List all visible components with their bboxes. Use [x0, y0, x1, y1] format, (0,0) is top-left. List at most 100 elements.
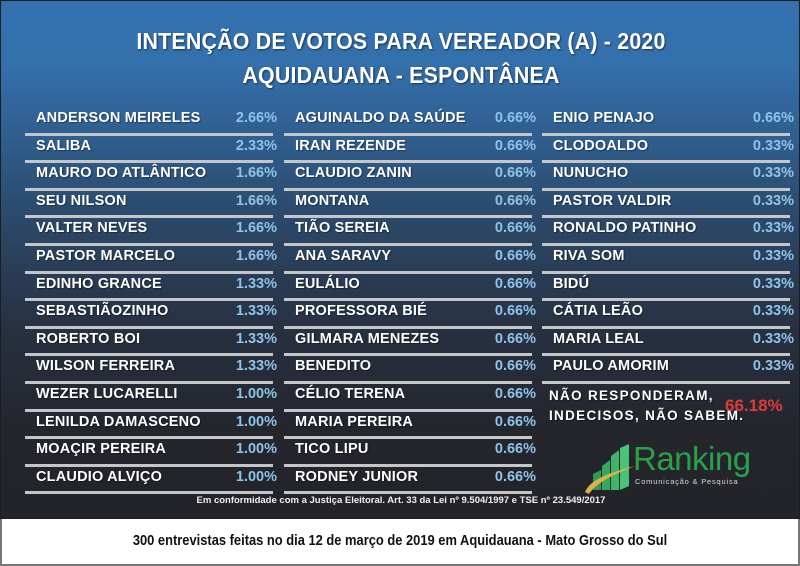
candidate-name: MARIA PEREIRA	[295, 413, 414, 430]
candidate-row: TICO LIPU 0.66%	[284, 439, 536, 467]
candidate-name: EDINHO GRANCE	[36, 275, 162, 292]
candidate-percent: 0.66%	[494, 110, 536, 126]
candidate-row: SEU NILSON 1.66%	[25, 191, 277, 219]
candidate-percent: 0.33%	[752, 330, 794, 347]
candidate-name: MOAÇIR PEREIRA	[36, 441, 167, 458]
legal-note: Em conformidade com a Justiça Eleitoral.…	[196, 495, 606, 506]
candidate-name: MARIA LEAL	[553, 330, 644, 347]
candidate-percent: 2.66%	[235, 110, 277, 126]
candidate-row: CLODOALDO 0.33%	[542, 136, 794, 164]
candidate-percent: 0.66%	[494, 247, 536, 264]
candidate-name: GILMARA MENEZES	[295, 330, 440, 347]
candidate-name: EULÁLIO	[295, 275, 361, 292]
ranking-logo: Ranking Comunicação & Pesquisa	[583, 440, 753, 494]
candidate-name: ROBERTO BOI	[36, 330, 141, 347]
poll-poster: INTENÇÃO DE VOTOS PARA VEREADOR (A) - 20…	[0, 0, 800, 519]
undecided-label: NÃO RESPONDERAM, INDECISOS, NÃO SABEM.	[549, 386, 744, 426]
candidate-percent: 1.33%	[235, 358, 277, 375]
candidate-name: MAURO DO ATLÂNTICO	[36, 165, 207, 182]
candidate-row: MARIA LEAL 0.33%	[542, 329, 794, 357]
candidates-column-3: ENIO PENAJO 0.66% CLODOALDO 0.33% NUNUCHO 0.3…	[542, 108, 794, 384]
candidate-row: ENIO PENAJO 0.66%	[542, 108, 794, 136]
candidate-row: BENEDITO 0.66%	[284, 356, 536, 384]
candidate-row: MOAÇIR PEREIRA 1.00%	[25, 439, 277, 467]
candidate-name: PASTOR VALDIR	[553, 192, 672, 209]
logo-brand-text: Ranking	[633, 440, 751, 477]
candidate-row: WILSON FERREIRA 1.33%	[25, 356, 277, 384]
candidate-row: CÉLIO TERENA 0.66%	[284, 384, 536, 412]
candidate-row: PASTOR VALDIR 0.33%	[542, 191, 794, 219]
candidate-row: ANDERSON MEIRELES 2.66%	[25, 108, 277, 136]
candidate-name: PAULO AMORIM	[553, 358, 669, 375]
candidate-percent: 1.66%	[235, 247, 277, 264]
candidate-row: ROBERTO BOI 1.33%	[25, 329, 277, 357]
candidate-percent: 0.66%	[494, 220, 536, 237]
candidate-name: BENEDITO	[295, 358, 372, 375]
candidate-name: TIÃO SEREIA	[295, 220, 390, 237]
candidate-name: RONALDO PATINHO	[553, 220, 697, 237]
candidate-percent: 0.66%	[494, 137, 536, 154]
candidate-percent: 0.66%	[494, 330, 536, 347]
candidate-row: SEBASTIÃOZINHO 1.33%	[25, 301, 277, 329]
candidate-name: AGUINALDO DA SAÚDE	[295, 110, 466, 126]
candidate-percent: 0.33%	[752, 192, 794, 209]
candidate-percent: 1.00%	[235, 413, 277, 430]
candidate-percent: 0.66%	[494, 468, 536, 485]
candidate-row: CLAUDIO ZANIN 0.66%	[284, 163, 536, 191]
candidate-name: VALTER NEVES	[36, 220, 148, 237]
candidate-row: PAULO AMORIM 0.33%	[542, 356, 794, 384]
candidates-column-1: ANDERSON MEIRELES 2.66% SALIBA 2.33% MAURO D…	[25, 108, 277, 495]
candidate-row: MARIA PEREIRA 0.66%	[284, 412, 536, 440]
candidate-percent: 1.33%	[235, 275, 277, 292]
candidate-percent: 0.66%	[494, 165, 536, 182]
candidate-name: CLODOALDO	[553, 137, 649, 154]
candidate-name: CÉLIO TERENA	[295, 385, 406, 402]
candidate-percent: 1.00%	[235, 468, 277, 485]
candidate-percent: 1.33%	[235, 330, 277, 347]
candidate-name: RIVA SOM	[553, 247, 625, 264]
candidate-percent: 0.33%	[752, 303, 794, 320]
candidate-row: RODNEY JUNIOR 0.66%	[284, 467, 536, 495]
candidate-name: IRAN REZENDE	[295, 137, 407, 154]
logo-tagline: Comunicação & Pesquisa	[635, 477, 739, 486]
candidate-name: ANDERSON MEIRELES	[36, 110, 201, 126]
candidate-percent: 2.33%	[235, 137, 277, 154]
candidate-percent: 1.66%	[235, 192, 277, 209]
candidate-percent: 0.33%	[752, 137, 794, 154]
candidate-name: CLAUDIO ALVIÇO	[36, 468, 163, 485]
candidate-row: TIÃO SEREIA 0.66%	[284, 218, 536, 246]
title-line-2: AQUIDAUANA - ESPONTÂNEA	[242, 62, 560, 88]
candidate-name: PASTOR MARCELO	[36, 247, 176, 264]
candidate-row: GILMARA MENEZES 0.66%	[284, 329, 536, 357]
candidate-percent: 1.33%	[235, 303, 277, 320]
candidate-percent: 0.33%	[752, 165, 794, 182]
candidate-name: SEBASTIÃOZINHO	[36, 303, 169, 320]
candidate-row: MAURO DO ATLÂNTICO 1.66%	[25, 163, 277, 191]
candidate-row: PASTOR MARCELO 1.66%	[25, 246, 277, 274]
candidate-row: VALTER NEVES 1.66%	[25, 218, 277, 246]
candidate-row: AGUINALDO DA SAÚDE 0.66%	[284, 108, 536, 136]
candidate-percent: 0.66%	[494, 358, 536, 375]
candidate-row: CLAUDIO ALVIÇO 1.00%	[25, 467, 277, 495]
candidate-row: RONALDO PATINHO 0.33%	[542, 218, 794, 246]
candidate-percent: 1.66%	[235, 165, 277, 182]
candidate-row: ANA SARAVY 0.66%	[284, 246, 536, 274]
candidate-percent: 0.66%	[494, 385, 536, 402]
candidate-row: EULÁLIO 0.66%	[284, 274, 536, 302]
candidate-row: NUNUCHO 0.33%	[542, 163, 794, 191]
bar-chart-swoosh-icon	[585, 444, 635, 494]
candidate-row: IRAN REZENDE 0.66%	[284, 136, 536, 164]
candidate-name: LENILDA DAMASCENO	[36, 413, 201, 430]
candidate-percent: 0.66%	[494, 441, 536, 458]
candidate-percent: 1.00%	[235, 441, 277, 458]
candidate-name: SEU NILSON	[36, 192, 127, 209]
candidates-column-2: AGUINALDO DA SAÚDE 0.66% IRAN REZENDE 0.66%…	[284, 108, 536, 495]
candidate-name: BIDÚ	[553, 275, 590, 292]
candidate-percent: 0.66%	[494, 275, 536, 292]
candidate-percent: 1.00%	[235, 385, 277, 402]
title-line-1: INTENÇÃO DE VOTOS PARA VEREADOR (A) - 20…	[136, 28, 666, 54]
candidate-row: BIDÚ 0.33%	[542, 274, 794, 302]
candidate-name: CÁTIA LEÃO	[553, 303, 644, 320]
candidate-name: ANA SARAVY	[295, 247, 392, 264]
candidate-percent: 0.33%	[752, 275, 794, 292]
